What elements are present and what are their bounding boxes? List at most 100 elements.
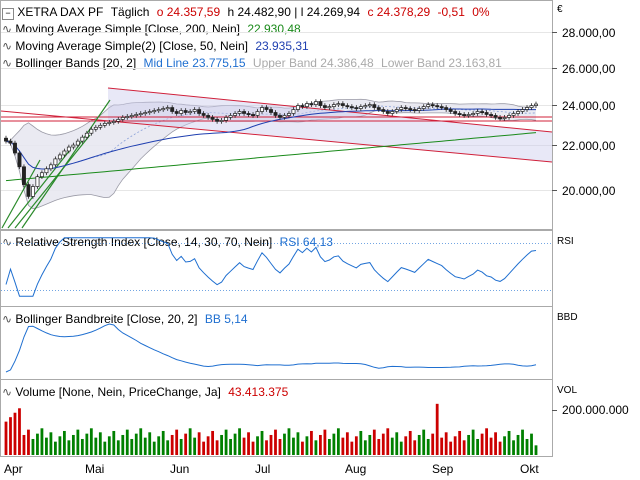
candle-body: [457, 113, 462, 116]
candle-body: [385, 111, 390, 114]
volume-bar: [31, 438, 35, 455]
volume-bar: [220, 434, 223, 455]
candle-body: [282, 115, 287, 118]
volume-bar: [45, 437, 48, 455]
candle-body: [260, 107, 264, 112]
candle-body: [80, 136, 85, 142]
open-value: o 24.357,59: [156, 5, 221, 19]
low-value: l 24.269,94: [300, 5, 361, 19]
legend-row-bb: ∿ Bollinger Bands [20, 2] Mid Line 23.77…: [2, 55, 502, 72]
candle-body: [367, 104, 372, 107]
candle-body: [417, 108, 422, 111]
volume-bar: [350, 441, 354, 455]
month-tick: Sep: [432, 462, 454, 476]
candle-body: [246, 113, 251, 116]
vol-tag: VOL: [557, 385, 578, 396]
candle-body: [372, 104, 377, 108]
volume-bar: [76, 429, 80, 455]
volume-bar: [161, 430, 165, 455]
panel-frames: [0, 0, 553, 457]
candle-body: [53, 158, 58, 166]
collapse-icon[interactable]: −: [2, 8, 14, 20]
candle-body: [251, 114, 255, 117]
candle-body: [129, 115, 134, 117]
bb-mid-value: Mid Line 23.775,15: [143, 56, 246, 70]
volume-bar: [188, 428, 192, 455]
separator-bar: |: [294, 5, 298, 19]
line-icon: ∿: [2, 312, 13, 326]
volume-bar: [98, 432, 102, 455]
volume-bar: [89, 428, 93, 455]
volume-bar: [296, 432, 300, 455]
volume-bar: [381, 433, 385, 455]
candle-body: [511, 113, 516, 116]
line-icon: ∿: [2, 235, 13, 249]
volume-bar: [175, 429, 179, 455]
volume-bar: [503, 436, 506, 455]
instrument-title: XETRA DAX PF: [17, 5, 104, 19]
volume-bar: [157, 436, 161, 455]
trend-line-lower: [0, 110, 553, 163]
volume-bar: [197, 432, 201, 455]
bb-label: Bollinger Bands [20, 2]: [15, 56, 137, 70]
rsi-label: Relative Strength Index [Close, 14, 30, …: [15, 235, 273, 249]
legend-header-row: − XETRA DAX PF Täglich o 24.357,59 h 24.…: [2, 4, 502, 21]
sma50-label: Moving Average Simple(2) [Close, 50, Nei…: [15, 39, 248, 53]
candle-body: [224, 117, 229, 121]
volume-value: 43.413.375: [228, 385, 289, 399]
candle-body: [143, 112, 148, 115]
bbw-panel-frame: [0, 306, 553, 380]
candle-body: [444, 107, 449, 110]
volume-bar: [170, 434, 174, 455]
volume-bar: [395, 432, 399, 455]
volume-bar: [238, 428, 241, 455]
volume-bar: [444, 432, 448, 455]
candle-body: [525, 107, 529, 110]
volume-bar: [485, 428, 488, 455]
volume-bar: [260, 430, 264, 455]
volume-bar: [116, 440, 120, 455]
rsi-plot: [1, 237, 552, 297]
candle-body: [403, 107, 408, 110]
volume-bar: [467, 434, 471, 455]
volume-bar: [202, 441, 206, 455]
volume-bar: [58, 436, 62, 455]
volume-bar: [85, 433, 89, 455]
volume-bar: [449, 441, 453, 455]
volume-bar: [368, 434, 372, 455]
volume-bar: [399, 441, 403, 455]
volume-bar: [179, 438, 183, 455]
volume-bar: [229, 438, 232, 455]
volume-bar: [426, 438, 430, 455]
candle-body: [188, 111, 193, 114]
volume-bar: [206, 436, 210, 455]
candle-body: [219, 120, 224, 122]
candle-body: [480, 111, 485, 114]
volume-bar: [233, 433, 237, 455]
price-tick: 28.000,00: [562, 26, 616, 40]
candle-body: [84, 132, 89, 138]
close-value: c 24.378,29: [367, 5, 431, 19]
candle-body: [228, 115, 233, 118]
price-legend: − XETRA DAX PF Täglich o 24.357,59 h 24.…: [2, 4, 502, 72]
candle-body: [197, 109, 202, 114]
volume-bar: [184, 433, 188, 455]
bollinger-band-area: [6, 99, 536, 209]
volume-bar: [215, 440, 219, 455]
volume-bar: [193, 437, 197, 455]
volume-bar: [242, 437, 246, 455]
volume-label: Volume [None, Nein, PriceChange, Ja]: [15, 385, 221, 399]
candle-body: [327, 106, 332, 109]
sma50-value: 23.935,31: [255, 39, 309, 53]
volume-bar: [62, 430, 66, 455]
volume-bar: [143, 437, 147, 455]
volume-bar: [310, 430, 313, 455]
candle-body: [507, 115, 512, 118]
candle-body: [242, 111, 247, 114]
candle-body: [318, 101, 323, 106]
candle-body: [120, 117, 125, 120]
month-tick: Mai: [85, 462, 105, 476]
volume-bar: [435, 403, 439, 455]
volume-bar: [314, 440, 318, 455]
